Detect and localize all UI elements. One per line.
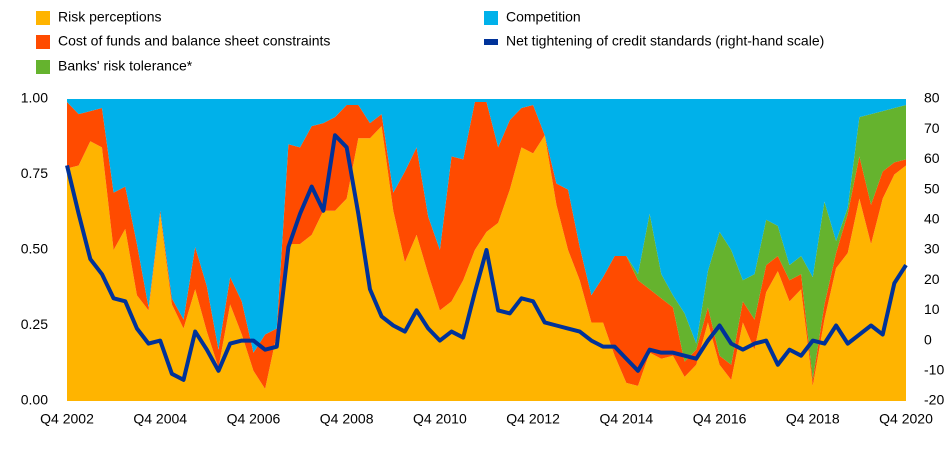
area — [67, 102, 906, 389]
y2-tick-label: 20 — [924, 271, 940, 287]
x-tick-label: Q4 2006 — [227, 411, 281, 427]
y2-tick-label: 70 — [924, 120, 940, 136]
y-tick-label: 0.75 — [21, 165, 48, 181]
line — [65, 133, 908, 382]
legend-swatch — [36, 60, 50, 74]
legend-swatch — [36, 11, 50, 25]
legend-label: Risk perceptions — [58, 9, 162, 25]
y2-tick-label: 60 — [924, 150, 940, 166]
x-tick-label: Q4 2020 — [879, 411, 933, 427]
x-tick-label: Q4 2002 — [40, 411, 94, 427]
x-tick-label: Q4 2008 — [320, 411, 374, 427]
y2-tick-label: 0 — [924, 331, 932, 347]
legend-label: Cost of funds and balance sheet constrai… — [58, 33, 330, 49]
y-tick-label: 0.50 — [21, 241, 48, 257]
y2-tick-label: 10 — [924, 301, 940, 317]
legend-swatch — [484, 39, 498, 45]
x-tick-label: Q4 2016 — [693, 411, 747, 427]
y-tick-label: 1.00 — [21, 90, 48, 106]
legend-label: Competition — [506, 9, 581, 25]
x-tick-label: Q4 2018 — [786, 411, 840, 427]
y2-tick-label: 80 — [924, 90, 940, 106]
y2-tick-label: -20 — [924, 392, 944, 408]
x-tick-label: Q4 2010 — [413, 411, 467, 427]
legend-label: Banks' risk tolerance* — [58, 58, 193, 74]
y2-tick-label: 50 — [924, 180, 940, 196]
x-tick-label: Q4 2012 — [506, 411, 560, 427]
legend-swatch — [36, 35, 50, 49]
y2-tick-label: -10 — [924, 362, 944, 378]
x-tick-label: Q4 2014 — [599, 411, 653, 427]
y-tick-label: 0.25 — [21, 316, 48, 332]
y2-tick-label: 40 — [924, 211, 940, 227]
x-tick-label: Q4 2004 — [133, 411, 187, 427]
area — [67, 99, 906, 353]
y-tick-label: 0.00 — [21, 392, 48, 408]
legend-swatch — [484, 11, 498, 25]
y2-tick-label: 30 — [924, 241, 940, 257]
area — [67, 126, 906, 402]
legend-label: Net tightening of credit standards (righ… — [506, 33, 824, 49]
